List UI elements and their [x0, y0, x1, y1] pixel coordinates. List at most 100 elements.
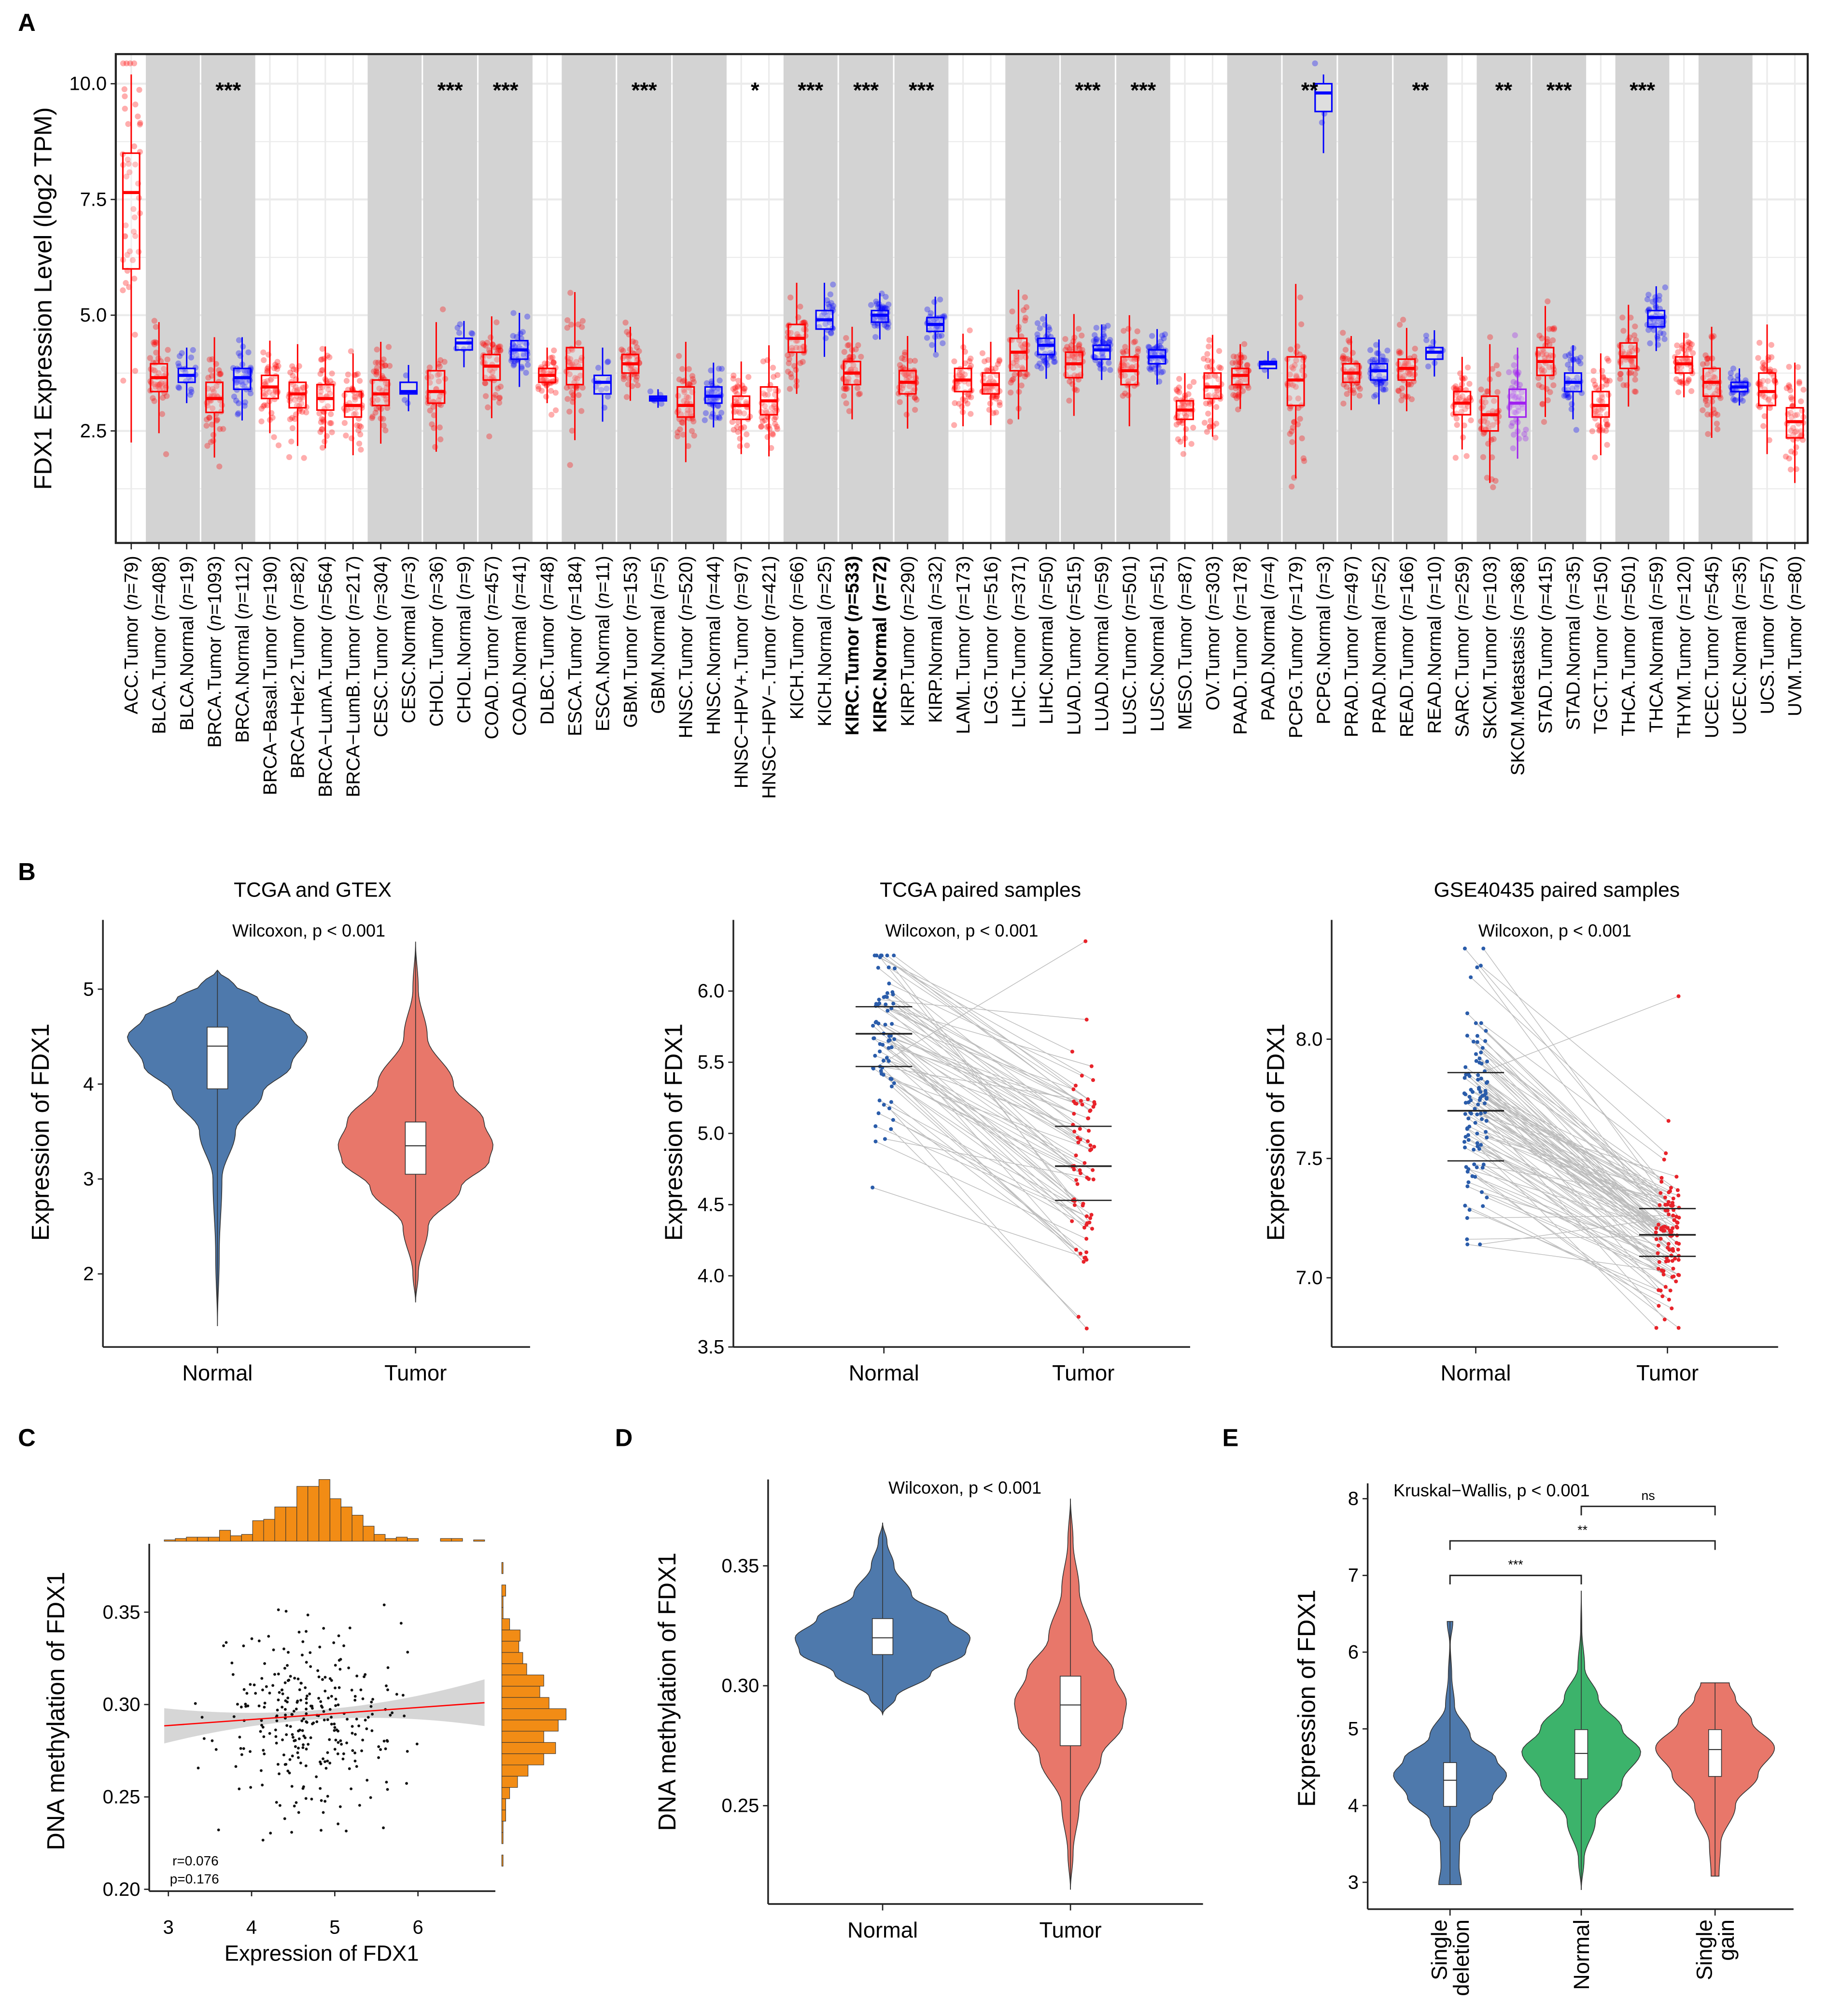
point-normal: [1484, 1130, 1488, 1134]
point-normal: [881, 1059, 885, 1063]
jitter-point: [736, 408, 742, 415]
jitter-point: [1371, 393, 1377, 400]
category-n: =59): [1092, 556, 1112, 594]
jitter-point: [354, 422, 360, 429]
jitter-point: [293, 384, 299, 390]
jitter-point: [745, 374, 752, 380]
jitter-point: [358, 423, 364, 430]
jitter-point: [912, 358, 918, 364]
category-name: HNSC−HPV−.Tumor (: [759, 615, 780, 798]
jitter-point: [298, 400, 305, 406]
jitter-point: [496, 400, 503, 406]
jitter-point: [1070, 364, 1077, 371]
jitter-point: [356, 422, 363, 429]
category-n: =35): [1729, 556, 1750, 594]
jitter-point: [879, 305, 885, 311]
jitter-point: [520, 329, 526, 335]
y-histogram-bar: [501, 1742, 556, 1754]
point-tumor: [1667, 1190, 1671, 1194]
x-tick-label: Normal: [1441, 1360, 1511, 1385]
jitter-point: [1396, 348, 1402, 355]
scatter-point: [306, 1613, 309, 1617]
jitter-point: [1546, 326, 1552, 332]
jitter-point: [161, 365, 167, 372]
jitter-point: [625, 353, 631, 360]
jitter-point: [1290, 424, 1296, 431]
point-normal: [1463, 1145, 1467, 1149]
jitter-point: [1206, 392, 1212, 398]
jitter-point: [1490, 436, 1497, 442]
point-normal: [1477, 1147, 1481, 1151]
n-symbol: n: [1535, 604, 1556, 615]
jitter-point: [569, 427, 576, 434]
jitter-point: [1406, 371, 1413, 377]
point-tumor: [1663, 1195, 1667, 1200]
point-tumor: [1654, 1237, 1658, 1241]
point-tumor: [1658, 1237, 1663, 1241]
point-normal: [878, 1050, 882, 1053]
jitter-point: [1107, 367, 1113, 373]
shaded-band-kirp: [894, 54, 949, 543]
jitter-point: [513, 334, 520, 340]
y-tick-label: 4.5: [698, 1194, 725, 1216]
point-normal: [1465, 1034, 1469, 1038]
jitter-point: [1688, 388, 1695, 394]
jitter-point: [985, 388, 992, 394]
category-n: =371): [1009, 556, 1029, 604]
jitter-point: [773, 423, 780, 430]
jitter-point: [354, 371, 361, 377]
jitter-point: [426, 364, 433, 371]
point-normal: [1471, 1039, 1476, 1044]
category-name: ACC.Tumor (: [121, 604, 142, 714]
x-tick-label: SKCM.Tumor (n=103): [1480, 556, 1501, 739]
point-tumor: [1079, 1099, 1083, 1103]
jitter-point: [634, 382, 641, 389]
x-tick-label: CESC.Tumor (n=304): [371, 556, 392, 737]
jitter-point: [846, 342, 852, 348]
jitter-point: [633, 377, 639, 383]
scatter-point: [275, 1719, 279, 1722]
x-tick-label: Normal: [849, 1360, 919, 1385]
jitter-point: [1402, 360, 1408, 366]
jitter-point: [1066, 397, 1072, 404]
jitter-point: [297, 386, 303, 392]
category-name: HNSC−HPV+.Tumor (: [731, 604, 752, 788]
category-n: =4): [1258, 556, 1279, 583]
jitter-point: [883, 305, 889, 311]
jitter-point: [548, 355, 554, 361]
jitter-point: [1705, 431, 1711, 437]
jitter-point: [380, 356, 387, 363]
scatter-point: [263, 1706, 266, 1709]
jitter-point: [1243, 368, 1249, 374]
jitter-point: [231, 393, 238, 400]
jitter-point: [737, 443, 743, 449]
jitter-point: [1704, 411, 1711, 418]
jitter-point: [204, 443, 211, 449]
jitter-point: [846, 408, 853, 414]
category-n: =153): [620, 556, 641, 604]
point-normal: [1484, 1119, 1489, 1123]
x-tick-label: PCPG.Normal (n=3): [1313, 556, 1334, 724]
jitter-point: [569, 347, 576, 353]
n-symbol: n: [1147, 594, 1168, 604]
box-normal: [1092, 344, 1111, 360]
jitter-point: [912, 394, 918, 401]
jitter-point: [552, 407, 559, 413]
x-tick-label: TGCT.Tumor (n=150): [1591, 556, 1612, 734]
jitter-point: [1768, 342, 1774, 348]
jitter-point: [486, 347, 492, 353]
point-normal: [1477, 1098, 1482, 1102]
category-n: =87): [1175, 556, 1195, 594]
jitter-point: [153, 350, 159, 356]
jitter-point: [1481, 418, 1488, 424]
scatter-point: [305, 1630, 308, 1633]
scatter-point: [342, 1644, 345, 1648]
jitter-point: [1423, 337, 1430, 343]
jitter-point: [1068, 342, 1075, 349]
jitter-point: [1495, 371, 1502, 378]
jitter-point: [938, 325, 944, 332]
jitter-point: [828, 330, 834, 336]
jitter-point: [1379, 353, 1386, 360]
jitter-point: [1619, 314, 1626, 321]
x-tick-label: KIRP.Tumor (n=290): [898, 556, 918, 726]
